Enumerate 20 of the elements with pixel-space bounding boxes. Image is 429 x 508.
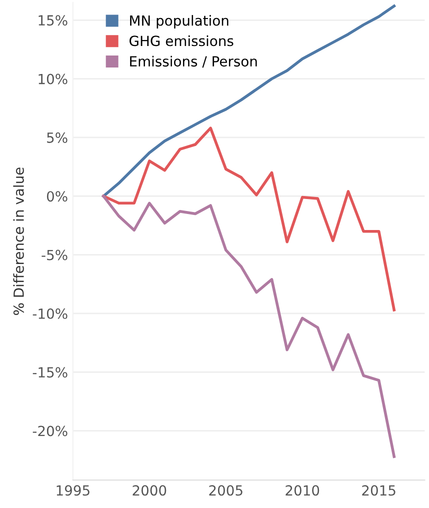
line-series <box>102 4 396 198</box>
y-tick-label: -15% <box>32 367 68 378</box>
y-tick-label: -20% <box>32 426 68 436</box>
x-tick-label: 2005 <box>209 485 242 496</box>
y-axis-title: % Difference in value <box>13 168 24 315</box>
x-tick-label: 1995 <box>56 485 90 496</box>
x-tick-label: 2015 <box>362 485 396 496</box>
y-tick-label: 0% <box>46 191 68 202</box>
y-tick-label: -5% <box>42 250 68 260</box>
x-tick-label: 2010 <box>286 485 320 496</box>
x-tick-label: 2000 <box>132 485 166 496</box>
y-tick-label: -10% <box>32 308 68 319</box>
y-tick-label: 10% <box>38 74 68 84</box>
legend-label: GHG emissions <box>130 35 234 46</box>
line-series <box>102 194 396 458</box>
y-tick-label: 5% <box>47 132 68 143</box>
legend-label: MN population <box>130 15 228 28</box>
line-series <box>102 126 396 312</box>
legend-label: Emissions / Person <box>130 56 257 68</box>
y-tick-label: 15% <box>38 15 68 26</box>
